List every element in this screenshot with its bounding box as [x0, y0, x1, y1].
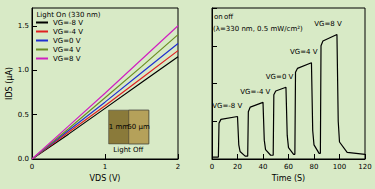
svg-text:Light On (330 nm): Light On (330 nm)	[36, 11, 100, 19]
svg-text:Time (S): Time (S)	[271, 174, 305, 183]
svg-text:VG=8 V: VG=8 V	[314, 20, 342, 28]
svg-text:2: 2	[176, 163, 180, 171]
svg-text:60: 60	[284, 163, 293, 171]
svg-text:VG=4 V: VG=4 V	[53, 46, 81, 54]
svg-text:100: 100	[333, 163, 346, 171]
svg-text:off: off	[224, 13, 233, 21]
svg-text:VG=0 V: VG=0 V	[266, 73, 294, 81]
svg-text:80: 80	[310, 163, 319, 171]
svg-text:VG=-8 V: VG=-8 V	[53, 19, 83, 27]
svg-text:120: 120	[358, 163, 371, 171]
svg-text:50 μm: 50 μm	[127, 123, 150, 131]
svg-text:VG=-4 V: VG=-4 V	[53, 28, 83, 36]
svg-text:20: 20	[233, 163, 242, 171]
svg-text:1.0: 1.0	[18, 66, 29, 74]
svg-text:0: 0	[210, 163, 214, 171]
svg-text:0.0: 0.0	[18, 155, 29, 163]
svg-text:(λ=330 nm, 0.5 mW/cm²): (λ=330 nm, 0.5 mW/cm²)	[213, 25, 303, 33]
svg-text:VG=-4 V: VG=-4 V	[240, 88, 270, 96]
svg-text:VG=8 V: VG=8 V	[53, 55, 81, 63]
svg-text:on: on	[214, 13, 223, 21]
svg-text:IDS (μA): IDS (μA)	[5, 67, 14, 100]
svg-text:1 mm: 1 mm	[109, 123, 129, 131]
svg-text:0.5: 0.5	[18, 111, 29, 119]
svg-text:VG=0 V: VG=0 V	[53, 37, 81, 45]
svg-text:1.5: 1.5	[18, 22, 29, 30]
svg-text:VG=4 V: VG=4 V	[290, 48, 318, 56]
svg-text:40: 40	[259, 163, 268, 171]
svg-text:1: 1	[103, 163, 107, 171]
svg-text:0: 0	[30, 163, 34, 171]
svg-text:VG=-8 V: VG=-8 V	[212, 102, 242, 110]
svg-text:Light Off: Light Off	[113, 146, 143, 154]
svg-text:VDS (V): VDS (V)	[90, 174, 121, 183]
